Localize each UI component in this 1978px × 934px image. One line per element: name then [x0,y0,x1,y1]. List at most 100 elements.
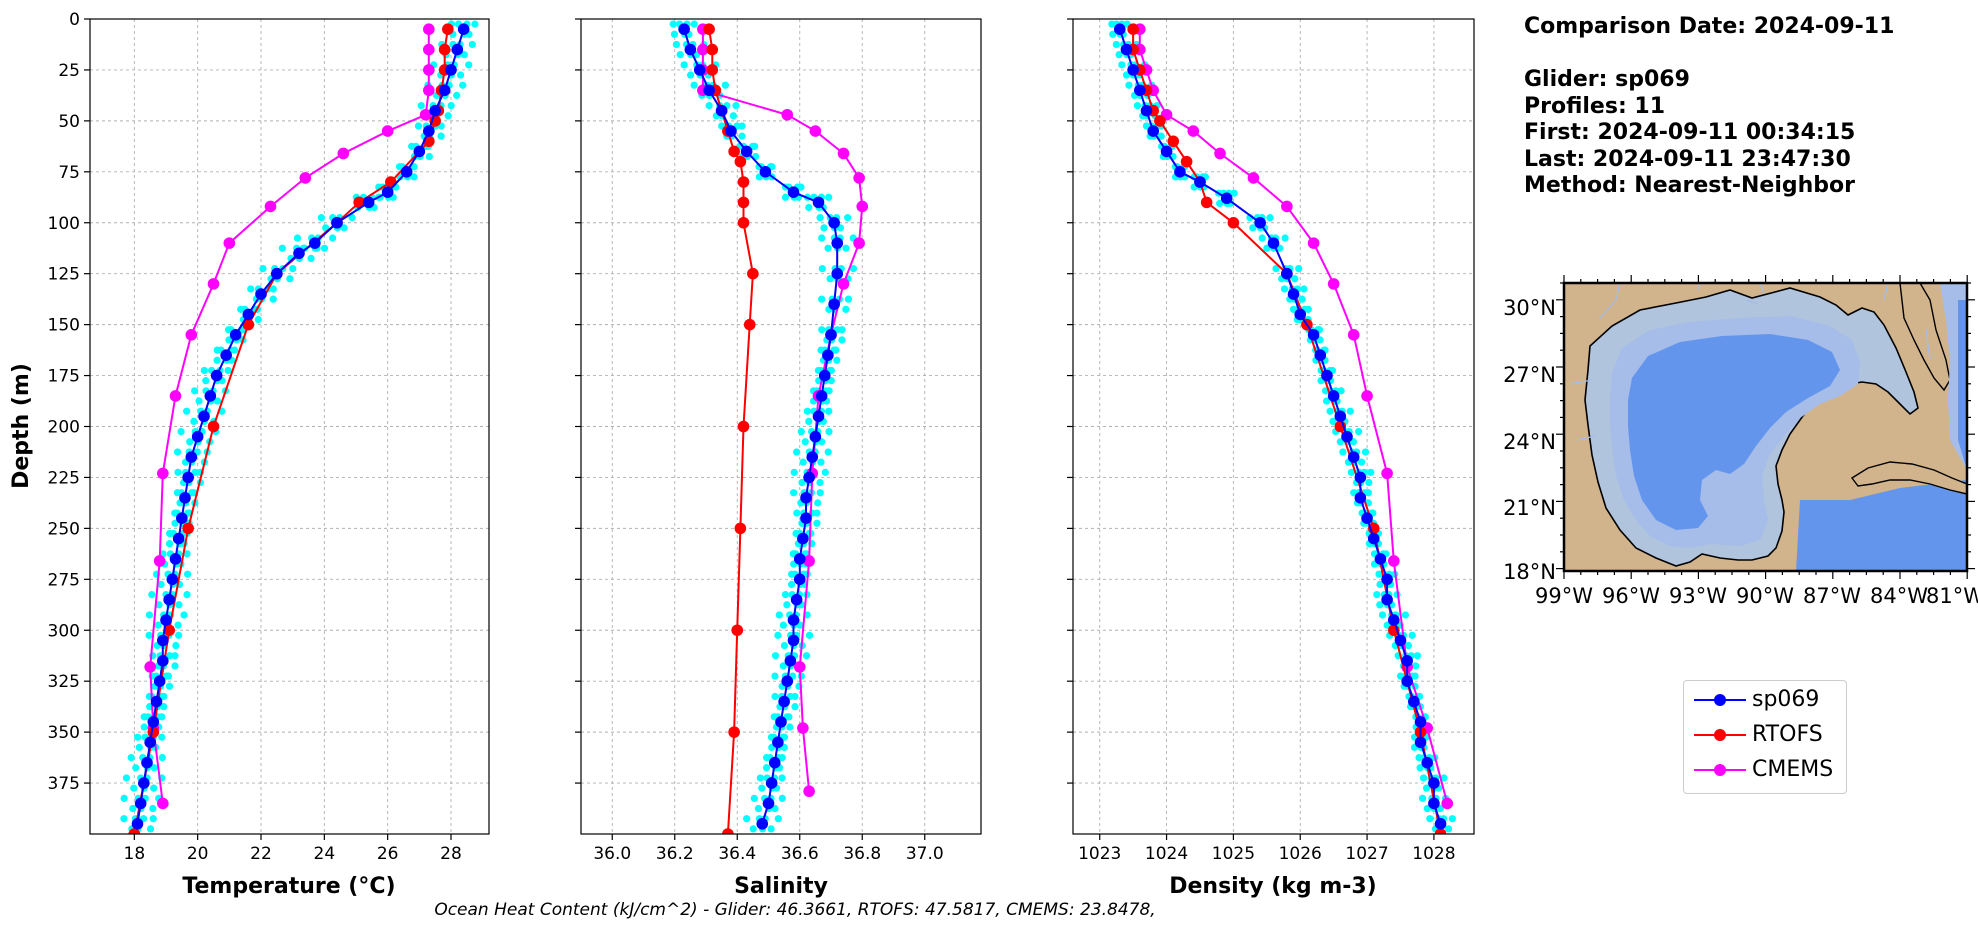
density-xlabel: Density (kg m-3) [1169,874,1377,899]
depth-tick-label: 75 [58,163,80,183]
rtofs-point [242,318,255,331]
glider-profile-point [1322,397,1331,405]
sp069-point [831,267,844,280]
temperature-panel: 18 20 22 24 26 28 0 25 50 75 100 125 150 175 200 225 250… [48,10,490,864]
sp069-point [381,186,394,198]
rtofs-point [734,522,747,535]
sp069-point [1381,573,1393,586]
salinity-panel: 36.0 36.2 36.4 36.6 36.8 37.0 [575,18,982,864]
sp069-point [309,237,321,249]
glider-profile-point [690,81,698,89]
sp069-point [678,23,690,35]
glider-profile-point [1401,611,1410,619]
sp069-point [684,43,697,56]
cmems-point [157,467,169,480]
sp069-point [1421,756,1434,769]
glider-profile-point [213,397,222,405]
map-florida [1899,283,1951,392]
cmems-point [1327,278,1340,290]
sp069-point [1434,818,1447,830]
glider-profile-point [818,326,826,334]
glider-profile-point [779,662,787,670]
glider-profile-point [832,346,840,354]
sp069-point [759,166,772,178]
legend: sp069 RTOFS CMEMS [1683,680,1847,794]
sp069-point [210,369,223,382]
glider-profile-point [758,784,766,792]
sp069-point [793,573,806,586]
sp069-point [1287,288,1300,300]
glider-profile-point [134,733,142,741]
glider-profile-point [826,275,834,283]
temperature-plot-area [120,20,479,834]
sp069-point [160,614,172,626]
glider-profile-point [793,509,801,517]
depth-ylabel: Depth (m) [9,363,34,489]
glider-profile-point [468,40,476,49]
sp069-point [172,532,185,545]
glider-profile-point [749,825,757,833]
glider-profile-point [785,713,793,721]
glider-profile-point [1346,407,1354,415]
glider-profile-point [778,753,786,762]
glider-profile-point [779,621,787,629]
glider-profile-point [686,71,695,79]
salinity-xtick-label: 37.0 [906,844,944,864]
sp069-point [725,125,737,137]
glider-profile-point [1357,458,1366,466]
sp069-point [803,471,815,484]
glider-profile-point [269,285,277,293]
glider-profile-point [775,611,783,619]
legend-marker-cmems [1694,764,1746,776]
rtofs-point [706,43,719,56]
glider-profile-point [140,723,148,731]
density-xtick-label: 1028 [1412,844,1455,864]
glider-profile-point [743,815,751,823]
glider-profile-point [680,61,688,69]
temperature-xtick-label: 18 [124,844,146,864]
sp069-point [131,818,144,830]
glider-profile-point [329,234,337,242]
map-cuba [1850,461,1967,495]
glider-profile-point [818,295,826,303]
sp069-point [1414,736,1427,749]
glider-profile-point [165,540,174,548]
glider-profile-point [824,244,832,252]
rtofs-point [182,522,194,535]
glider-profile-point [799,458,807,466]
glider-profile-point [1304,305,1312,313]
rtofs-point [207,420,220,433]
depth-tick-label: 325 [48,672,80,692]
glider-profile-point [798,478,806,487]
map-caribbean-water [1796,480,1967,571]
cmems-point [1441,797,1454,810]
salinity-xtick-label: 36.2 [656,844,694,864]
glider-profile-point [457,71,465,79]
glider-profile-point [791,703,799,711]
sp069-point [1140,104,1153,117]
sp069-point [828,216,840,229]
glider-profile-point [1411,672,1419,680]
sp069-point [1220,192,1233,205]
map-rivers [1569,283,1931,441]
cmems-line [149,29,430,804]
glider-profile-point [184,570,192,578]
glider-profile-point [164,672,173,680]
salinity-xtick-label: 36.8 [843,844,881,864]
rtofs-point [1200,196,1213,209]
cmems-point [1361,390,1373,402]
depth-tick-label: 200 [48,418,80,438]
sp069-point [293,247,305,260]
temperature-xtick-label: 28 [440,844,462,864]
map-lat-label: 27°N [1503,363,1556,387]
glider-profile-point [786,723,794,731]
cmems-point [809,125,822,137]
sp069-point [1361,512,1373,524]
temperature-xtick-label: 24 [314,844,336,864]
cmems-point [837,278,850,290]
rtofs-point [442,23,454,35]
glider-profile-point [1416,764,1424,772]
depth-tick-label: 275 [48,570,80,590]
glider-profile-point [1281,234,1289,242]
